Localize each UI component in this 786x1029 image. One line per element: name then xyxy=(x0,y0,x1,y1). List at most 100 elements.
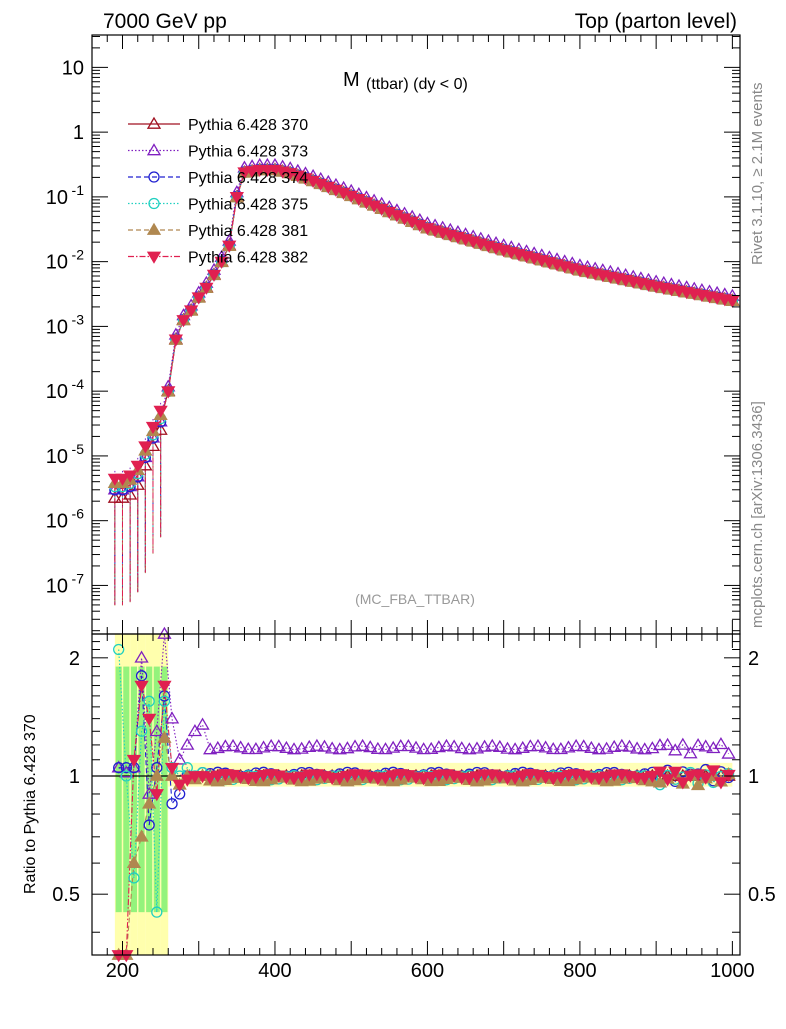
ratio-point xyxy=(218,739,233,752)
ratio-point xyxy=(286,773,302,786)
ratio-point xyxy=(164,768,180,781)
ratio-point xyxy=(134,829,149,842)
plot-title-main: M xyxy=(343,69,360,91)
axis-ticks: 200 400 600 800 100010-710-610-510-410-310-2… xyxy=(46,35,776,982)
ratio-point xyxy=(629,741,645,754)
ratio-point xyxy=(157,680,172,693)
ratio-point xyxy=(164,762,180,775)
y-tick-exponent: -5 xyxy=(72,441,85,457)
ratio-point xyxy=(142,713,157,726)
y-tick-exponent: -3 xyxy=(72,311,85,327)
ratio-point xyxy=(614,738,629,751)
ratio-point xyxy=(591,773,607,786)
y-tick-label: 10 xyxy=(46,446,68,468)
ratio-point xyxy=(294,771,309,784)
ratio-y-tick-label-right: 2 xyxy=(748,648,759,670)
data-point xyxy=(206,269,222,282)
x-tick-label: 800 xyxy=(563,960,596,982)
ratio-band-green xyxy=(123,666,130,913)
axes-frames xyxy=(91,34,741,956)
ratio-point xyxy=(286,742,302,755)
legend-label: Pythia 6.428 375 xyxy=(188,197,308,214)
ratio-point xyxy=(546,741,561,755)
ratio-point xyxy=(195,717,210,730)
series-line-ratio xyxy=(118,685,729,956)
ratio-point xyxy=(158,695,171,707)
ratio-point xyxy=(622,739,637,752)
ratio-point xyxy=(120,770,132,782)
ratio-point xyxy=(416,742,431,755)
ratio-y-tick-label: 2 xyxy=(69,648,80,670)
header-left: 7000 GeV pp xyxy=(103,10,227,33)
ratio-point xyxy=(151,906,163,918)
legend-marker xyxy=(146,116,162,129)
ratio-point xyxy=(149,789,164,802)
ratio-point xyxy=(706,765,721,778)
x-tick-label: 400 xyxy=(258,960,291,982)
ratio-point xyxy=(713,737,729,750)
ratio-point xyxy=(134,650,149,663)
y-tick-exponent: -7 xyxy=(72,570,85,586)
legend-label: Pythia 6.428 370 xyxy=(188,117,308,134)
ratio-point xyxy=(166,798,178,810)
ratio-band-green xyxy=(138,666,145,913)
ratio-point xyxy=(233,740,248,753)
ratio-point xyxy=(591,742,607,755)
ratio-point xyxy=(248,772,264,785)
y-tick-label: 10 xyxy=(46,252,68,274)
ratio-point xyxy=(113,762,125,774)
ratio-point xyxy=(134,680,149,693)
data-point xyxy=(107,490,123,503)
data-point xyxy=(183,305,199,318)
ratio-point xyxy=(149,723,164,737)
ratio-point xyxy=(568,738,584,752)
ratio-point xyxy=(119,950,134,963)
ratio-point xyxy=(561,740,576,753)
ratio-point xyxy=(135,725,148,737)
ratio-point xyxy=(652,738,668,751)
ratio-point xyxy=(142,796,157,809)
ratio-uncertainty-bands xyxy=(114,634,733,955)
ratio-point xyxy=(393,739,408,752)
ratio-point xyxy=(370,741,386,754)
ratio-point xyxy=(172,752,187,765)
data-point xyxy=(130,460,145,473)
ratio-point xyxy=(309,738,325,751)
ratio-point xyxy=(584,740,599,754)
ratio-point xyxy=(187,723,203,737)
ratio-y-tick-label-right: 1 xyxy=(748,766,759,788)
ratio-point xyxy=(477,739,492,752)
ratio-point xyxy=(507,772,523,785)
ratio-point xyxy=(668,766,683,779)
ratio-point xyxy=(340,770,355,784)
x-tick-label: 600 xyxy=(411,960,444,982)
rivet-label: Rivet 3.1.10, ≥ 2.1M events xyxy=(749,83,766,266)
ratio-point xyxy=(143,819,155,831)
header-right: Top (parton level) xyxy=(575,10,737,33)
ratio-point xyxy=(683,746,698,759)
ratio-point xyxy=(690,738,706,751)
y-tick-label: 10 xyxy=(46,511,68,533)
ratio-point xyxy=(172,779,187,793)
data-point xyxy=(244,166,260,179)
ratio-point xyxy=(675,777,690,790)
y-tick-exponent: -1 xyxy=(72,182,85,198)
ratio-point xyxy=(363,740,378,753)
legend-marker xyxy=(146,251,162,264)
data-point xyxy=(145,421,161,435)
x-tick-label: 1000 xyxy=(710,960,755,982)
ratio-y-tick-label: 0.5 xyxy=(52,884,80,906)
ratio-point xyxy=(424,771,439,784)
ratio-point xyxy=(408,740,424,753)
ratio-band-green xyxy=(115,666,122,913)
series-line-main xyxy=(114,169,733,490)
ratio-point xyxy=(128,872,140,884)
y-tick-exponent: -2 xyxy=(72,247,85,263)
ratio-point xyxy=(325,741,340,754)
y-tick-label: 10 xyxy=(46,316,68,338)
legend-marker xyxy=(146,143,162,156)
ratio-point xyxy=(378,772,393,785)
legend-label: Pythia 6.428 381 xyxy=(188,223,308,240)
